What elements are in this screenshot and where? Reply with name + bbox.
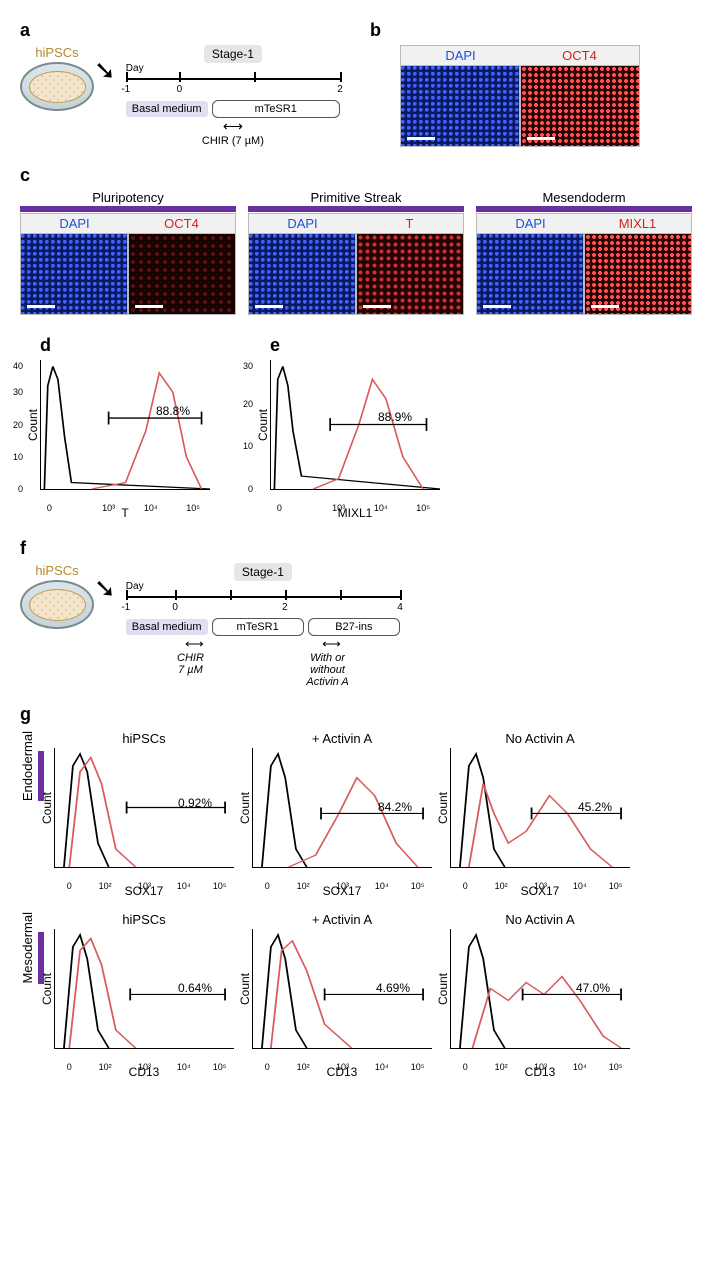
cat-ps: Primitive Streak <box>248 190 464 205</box>
endo-label: Endodermal <box>20 731 35 801</box>
dapi-image-b <box>400 66 520 147</box>
flow-meso-noact: Count 47.0% 010²10³10⁴10⁵ <box>450 929 630 1049</box>
timeline-f: Stage-1 Day -1 0 2 4 Basal medium mTeSR1… <box>126 563 400 688</box>
petri-dish-icon <box>20 62 94 111</box>
panel-label-f: f <box>20 538 692 559</box>
meso-row: hiPSCs Count 0.64% 010²10³10⁴10⁵ CD13 + … <box>54 912 630 1079</box>
xlabel-d: T <box>40 506 210 520</box>
flow-endo-hipsc: Count 0.92% 010²10³10⁴10⁵ <box>54 748 234 868</box>
t-ps <box>356 234 464 315</box>
day-label-a: Day <box>126 63 340 74</box>
arrow-icon-f: ➘ <box>94 573 116 604</box>
flow-endo-noact: Count 45.2% 010²10³10⁴10⁵ <box>450 748 630 868</box>
meso-label: Mesodermal <box>20 912 35 984</box>
oct4-image-b <box>520 66 640 147</box>
panel-label-e: e <box>270 335 440 356</box>
panel-label-b: b <box>370 20 670 41</box>
hipsc-label-f: hiPSCs <box>20 563 94 578</box>
arrow-icon: ➘ <box>94 55 116 86</box>
petri-dish-icon-f <box>20 580 94 629</box>
cat-pluri: Pluripotency <box>20 190 236 205</box>
stage-box-a: Stage-1 <box>204 45 262 63</box>
double-arrow-icon: ⟷ <box>126 118 340 135</box>
mixl1-mes <box>584 234 692 315</box>
panel-label-g: g <box>20 704 692 725</box>
mtesr1-box: mTeSR1 <box>212 100 341 118</box>
endo-row: hiPSCs Count 0.92% 010²10³10⁴10⁵ SOX17 +… <box>54 731 630 898</box>
purple-bar <box>20 206 236 212</box>
flow-histogram-e: Count 88.9% 0102030 010³10⁴10⁵ <box>270 360 440 490</box>
hipsc-label-a: hiPSCs <box>20 45 94 60</box>
xlabel-e: MIXL1 <box>270 506 440 520</box>
panel-label-a: a <box>20 20 340 41</box>
flow-meso-act: Count 4.69% 010²10³10⁴10⁵ <box>252 929 432 1049</box>
panel-label-c: c <box>20 165 692 186</box>
dapi-pluri <box>20 234 128 315</box>
timeline-a: Stage-1 Day -1 0 2 Basal medium mTeSR1 ⟷… <box>126 45 340 147</box>
basal-medium: Basal medium <box>126 101 208 117</box>
if-header-b: DAPI OCT4 <box>400 45 640 66</box>
oct4-pluri <box>128 234 236 315</box>
double-arrow-icon: ⟷ <box>185 636 204 652</box>
chir-label-a: CHIR (7 µM) <box>126 135 340 147</box>
cat-mes: Mesendoderm <box>476 190 692 205</box>
dapi-ps <box>248 234 356 315</box>
double-arrow-icon: ⟷ <box>322 636 341 652</box>
flow-histogram-d: Count 88.8% 010203040 010³10⁴10⁵ <box>40 360 210 490</box>
panel-label-d: d <box>40 335 210 356</box>
flow-endo-act: Count 84.2% 010²10³10⁴10⁵ <box>252 748 432 868</box>
dapi-mes <box>476 234 584 315</box>
flow-meso-hipsc: Count 0.64% 010²10³10⁴10⁵ <box>54 929 234 1049</box>
